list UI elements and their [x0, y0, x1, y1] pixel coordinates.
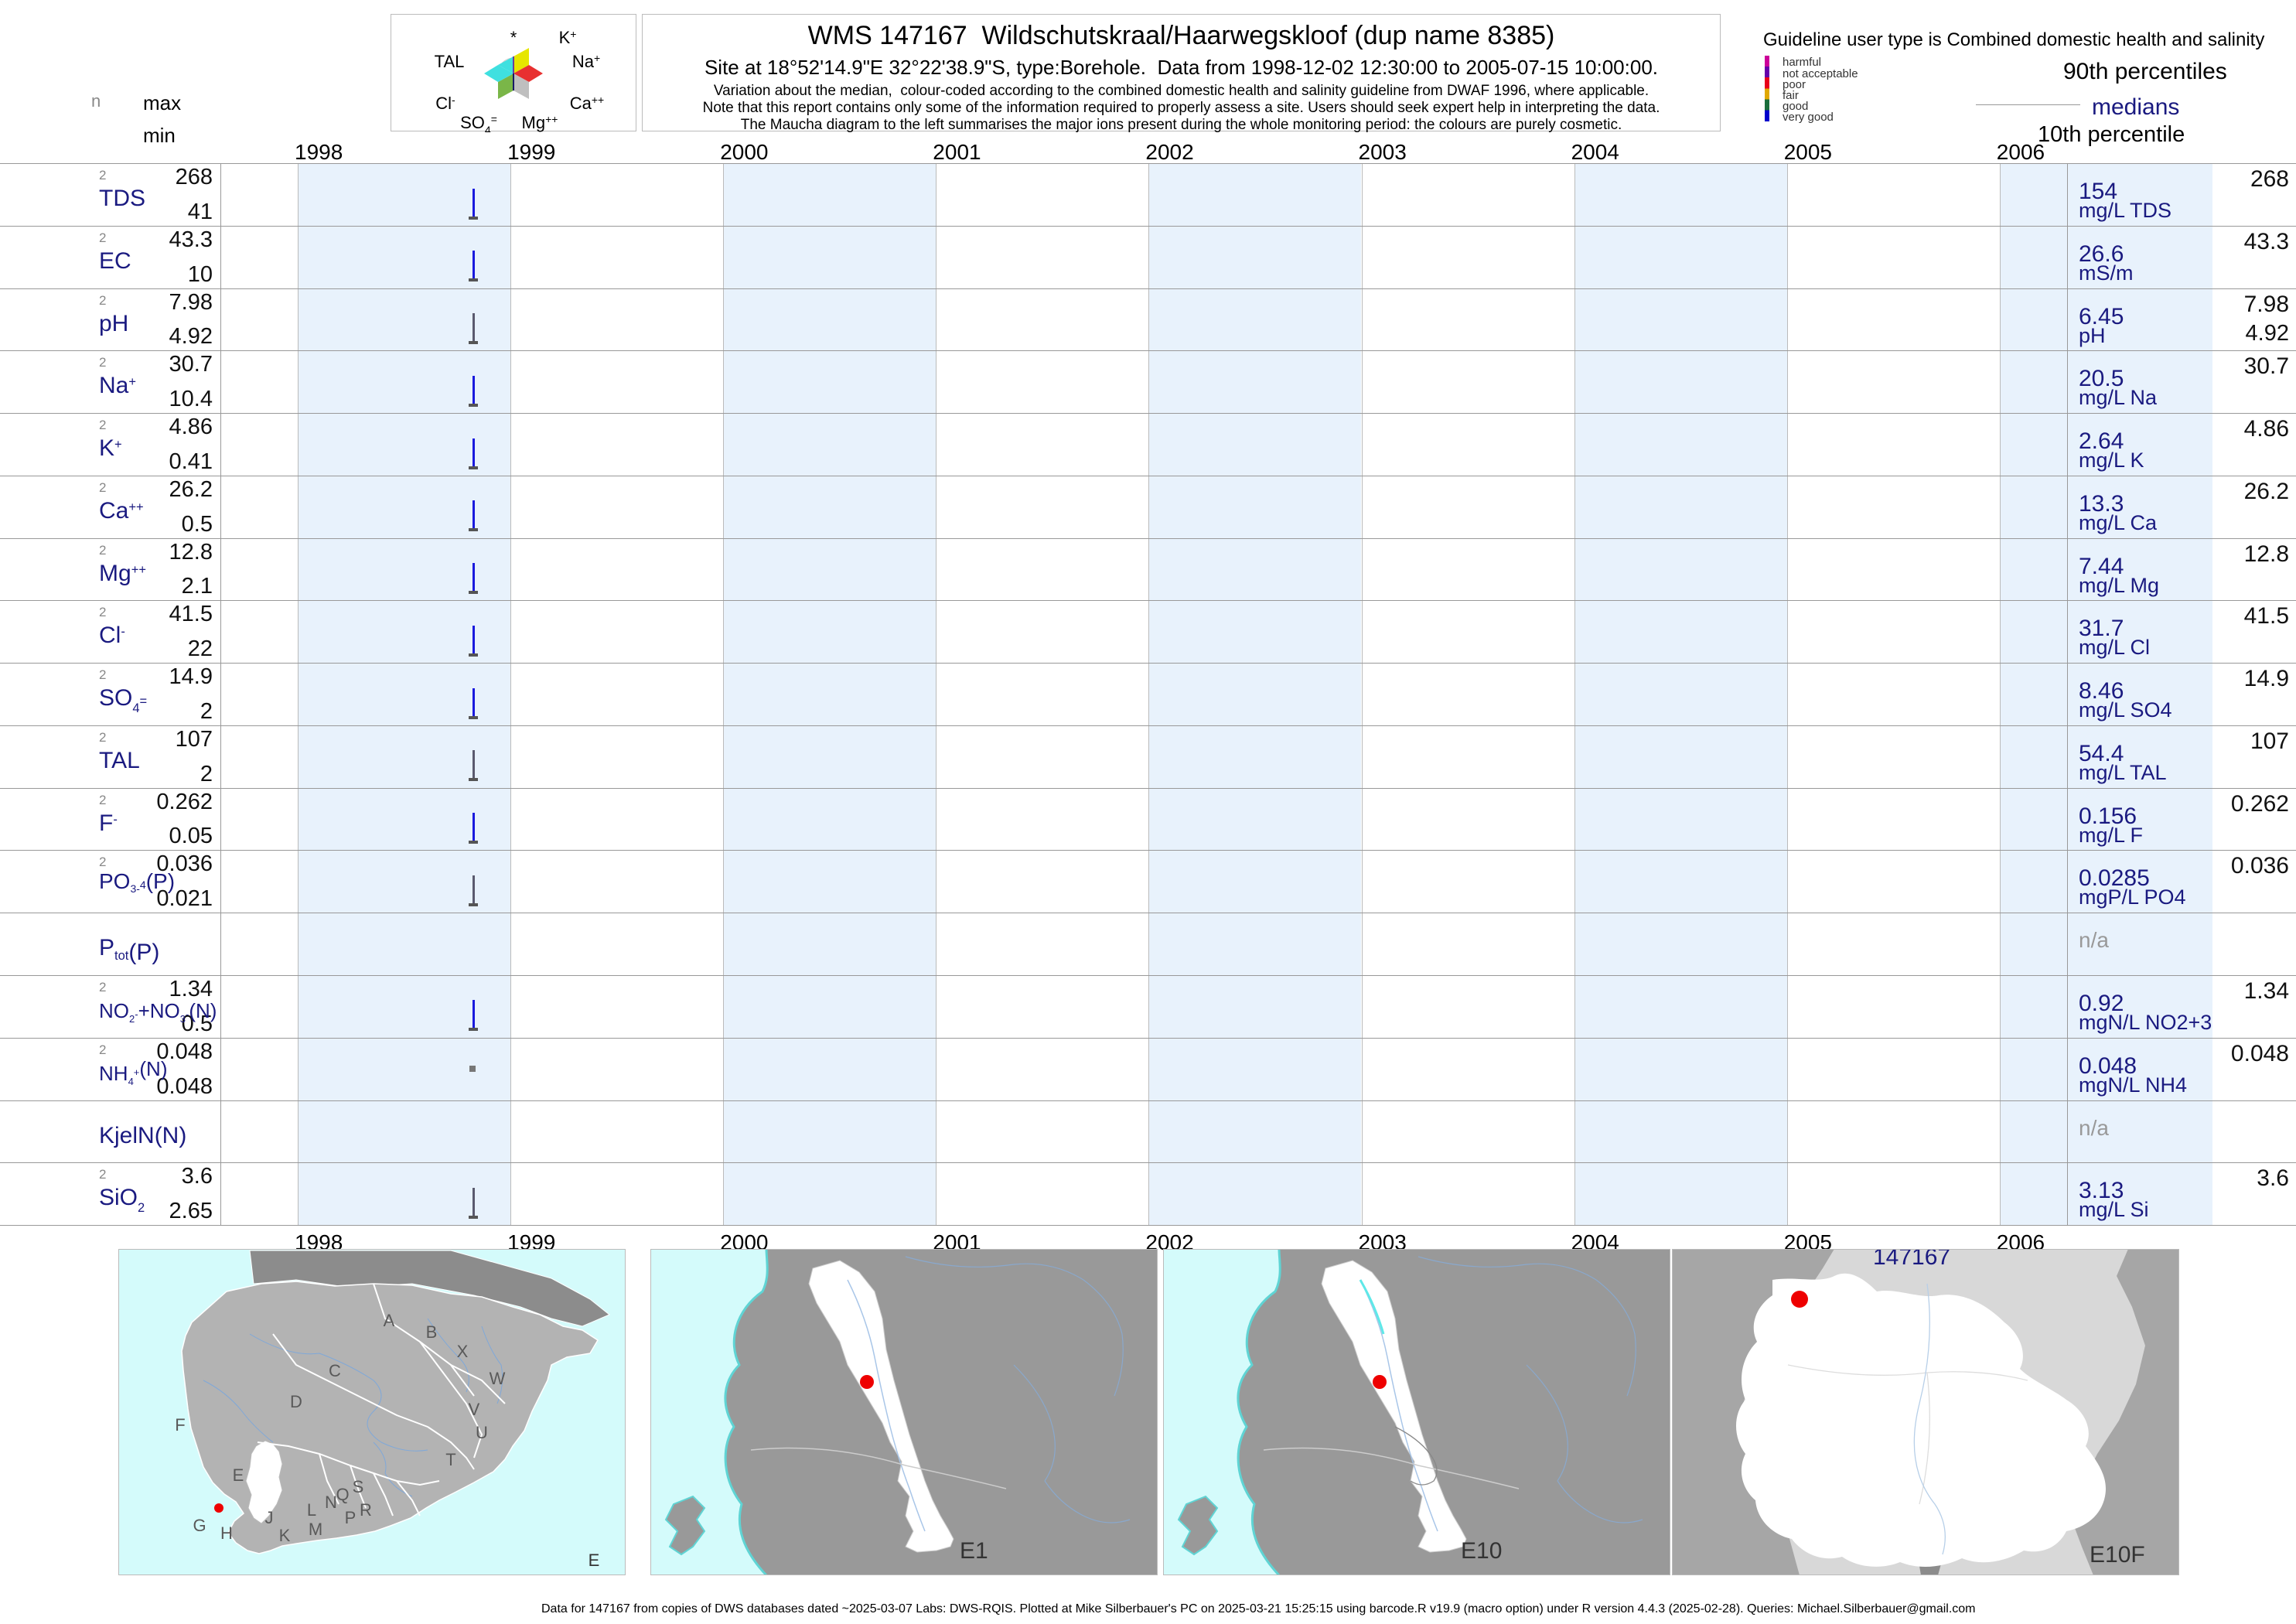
- svg-text:E10F: E10F: [2090, 1542, 2145, 1568]
- svg-text:Na+: Na+: [572, 52, 600, 71]
- svg-text:H: H: [220, 1523, 233, 1543]
- svg-text:SiO2: SiO2: [99, 1185, 145, 1214]
- svg-text:E: E: [588, 1551, 600, 1570]
- svg-text:G: G: [193, 1516, 206, 1535]
- svg-text:P: P: [345, 1508, 357, 1527]
- svg-text:K+: K+: [559, 28, 577, 47]
- svg-text:W: W: [490, 1369, 506, 1388]
- svg-text:TAL: TAL: [435, 52, 465, 71]
- svg-text:R: R: [360, 1500, 372, 1520]
- svg-text:Ca++: Ca++: [99, 498, 144, 524]
- svg-text:Mg++: Mg++: [522, 113, 558, 132]
- svg-text:E10: E10: [1461, 1538, 1502, 1564]
- svg-text:Na+: Na+: [99, 373, 136, 398]
- svg-text:X: X: [457, 1342, 469, 1361]
- svg-text:KjelN(N): KjelN(N): [99, 1123, 186, 1148]
- svg-text:Ptot(P): Ptot(P): [99, 935, 159, 964]
- svg-text:S: S: [353, 1477, 364, 1496]
- svg-text:*: *: [510, 28, 517, 47]
- svg-text:147167: 147167: [1873, 1249, 1950, 1270]
- svg-text:F-: F-: [99, 810, 118, 836]
- svg-text:F: F: [175, 1415, 185, 1435]
- svg-text:B: B: [426, 1322, 438, 1342]
- svg-text:K: K: [279, 1526, 291, 1545]
- svg-text:SO4=: SO4=: [460, 113, 497, 132]
- svg-text:V: V: [469, 1400, 480, 1419]
- svg-text:Cl-: Cl-: [99, 623, 125, 648]
- svg-text:TAL: TAL: [99, 748, 140, 773]
- svg-text:A: A: [384, 1311, 395, 1330]
- svg-text:EC: EC: [99, 248, 131, 274]
- svg-text:U: U: [476, 1423, 488, 1442]
- svg-text:Mg++: Mg++: [99, 561, 146, 586]
- svg-text:Q: Q: [336, 1485, 349, 1504]
- svg-text:M: M: [309, 1520, 322, 1539]
- svg-text:T: T: [445, 1450, 455, 1469]
- svg-text:C: C: [329, 1361, 341, 1380]
- svg-text:K+: K+: [99, 435, 122, 461]
- svg-text:D: D: [290, 1392, 302, 1411]
- svg-text:Ca++: Ca++: [570, 94, 604, 113]
- svg-text:E: E: [233, 1465, 244, 1485]
- svg-text:J: J: [265, 1508, 274, 1527]
- svg-text:PO3-4(P): PO3-4(P): [99, 869, 175, 895]
- svg-text:L: L: [307, 1500, 316, 1520]
- svg-text:pH: pH: [99, 311, 128, 336]
- svg-text:NO2-+NO3-(N): NO2-+NO3-(N): [99, 999, 217, 1025]
- svg-text:Cl-: Cl-: [435, 94, 455, 113]
- svg-text:NH4+(N): NH4+(N): [99, 1059, 167, 1087]
- svg-text:E1: E1: [960, 1538, 988, 1564]
- svg-text:TDS: TDS: [99, 186, 145, 211]
- svg-text:SO4=: SO4=: [99, 685, 147, 715]
